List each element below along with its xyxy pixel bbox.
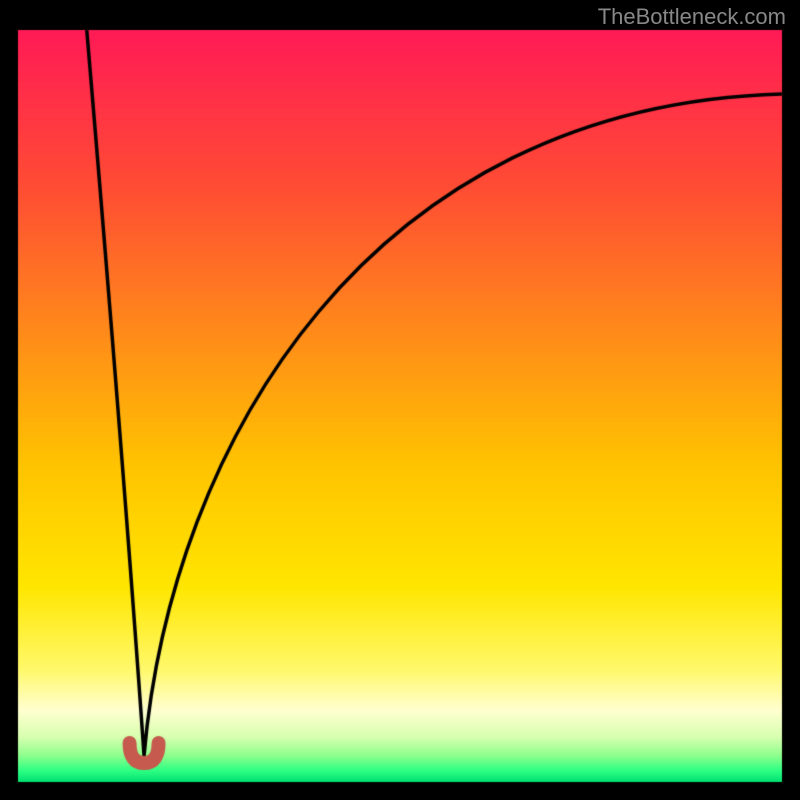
source-watermark: TheBottleneck.com bbox=[598, 4, 786, 30]
plot-stage: TheBottleneck.com bbox=[0, 0, 800, 800]
bottleneck-curve bbox=[0, 0, 800, 800]
